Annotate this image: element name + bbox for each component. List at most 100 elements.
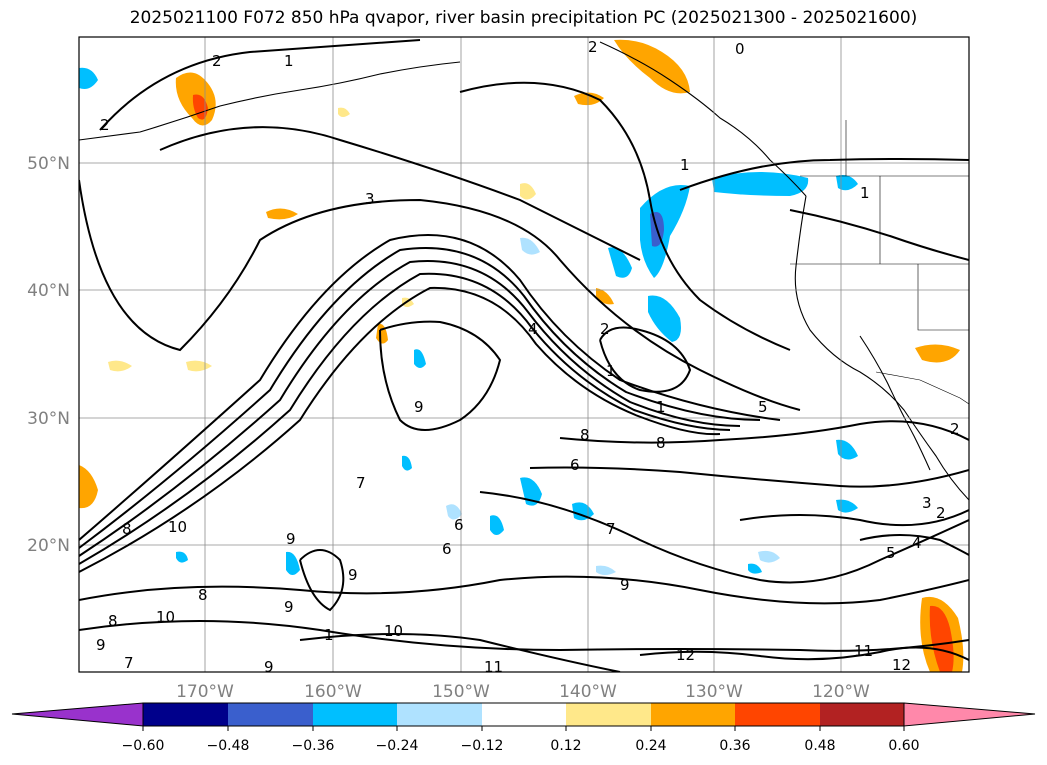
shade-pos xyxy=(192,94,208,120)
colorbar-tick-label: 0.48 xyxy=(804,738,835,754)
contour-label: 8 xyxy=(580,426,590,444)
contour-label: 6 xyxy=(442,540,452,558)
contour-label: 10 xyxy=(168,518,187,536)
colorbar-extend-high xyxy=(903,702,1036,727)
contour-line xyxy=(79,234,781,541)
graticule xyxy=(79,37,969,672)
contour-label: 2 xyxy=(950,420,960,438)
contour-line xyxy=(79,260,741,557)
lat-tick-label: 50°N xyxy=(27,154,70,174)
contour-label: 0 xyxy=(735,40,745,58)
colorbar-tick-label: −0.24 xyxy=(376,738,419,754)
coastline-alaska xyxy=(79,61,461,141)
contour-label: 11 xyxy=(854,642,873,660)
shade-neg xyxy=(176,551,188,563)
lon-tick-label: 170°W xyxy=(176,682,234,702)
colorbar-bin xyxy=(651,703,735,726)
shade-pos xyxy=(79,465,98,509)
contour-label: 2 xyxy=(100,116,110,134)
shade-neg xyxy=(712,172,809,196)
map-frame xyxy=(78,36,970,673)
contour-label: 9 xyxy=(620,576,630,594)
lon-tick-label: 160°W xyxy=(304,682,362,702)
contour-line xyxy=(529,466,969,488)
shade-neg xyxy=(748,563,762,574)
contour-label-group: 0 1 2 2 3 1 1 4 2 1 1 5 8 8 6 9 7 7 6 6 … xyxy=(96,38,960,676)
shade-neg xyxy=(490,515,504,535)
coastline-west xyxy=(794,195,969,501)
colorbar-extend-low xyxy=(11,702,144,727)
lon-tick-labels: 170°W 160°W 150°W 140°W 130°W 120°W xyxy=(176,682,870,702)
colorbar-bin xyxy=(143,703,228,726)
contour-label: 8 xyxy=(122,520,132,538)
lat-tick-label: 40°N xyxy=(27,281,70,301)
contour-label: 6 xyxy=(570,456,580,474)
contour-label: 2 xyxy=(600,320,610,338)
colorbar-bin xyxy=(566,703,651,726)
contour-label: 1 xyxy=(324,626,334,644)
contour-label: 4 xyxy=(528,320,538,338)
shade-pos xyxy=(614,39,690,94)
contour-label: 8 xyxy=(656,434,666,452)
colorbar-tick-label: 0.12 xyxy=(550,738,581,754)
shade-pos xyxy=(376,323,388,344)
contour-label: 6 xyxy=(454,516,464,534)
contour-label: 1 xyxy=(656,398,666,416)
coastlines xyxy=(79,41,969,501)
contour-label: 9 xyxy=(348,566,358,584)
shade-neg xyxy=(836,175,858,191)
shade-pos xyxy=(108,360,132,372)
contour-label: 10 xyxy=(384,622,403,640)
shade-pos xyxy=(596,288,614,305)
contour-line xyxy=(299,633,621,672)
colorbar-tick-label: −0.36 xyxy=(292,738,335,754)
contour-label: 9 xyxy=(264,658,274,676)
shade-pos xyxy=(338,107,350,117)
contour-line xyxy=(299,549,345,612)
coastline-alaska-panhandle xyxy=(599,41,807,197)
lat-tick-label: 20°N xyxy=(27,536,70,556)
colorbar-bin xyxy=(397,703,482,726)
contour-label: 10 xyxy=(156,608,175,626)
shade-neg xyxy=(572,502,594,521)
shade-neg xyxy=(414,349,426,368)
colorbar-tick-label: −0.12 xyxy=(461,738,504,754)
contour-label: 9 xyxy=(284,598,294,616)
coastline-baja xyxy=(859,335,931,471)
shade-neg xyxy=(640,184,690,278)
shade-neg xyxy=(758,550,780,563)
shade-neg xyxy=(520,237,540,255)
shade-neg xyxy=(446,504,462,520)
colorbar-bin xyxy=(735,703,820,726)
contour-line xyxy=(739,509,969,527)
shade-pos xyxy=(186,360,212,372)
contour-label: 12 xyxy=(892,656,911,674)
contour-label: 3 xyxy=(365,190,375,208)
lon-tick-label: 120°W xyxy=(812,682,870,702)
colorbar-bin xyxy=(313,703,397,726)
contour-line xyxy=(79,246,761,549)
shade-pos xyxy=(915,344,960,363)
shade-pos xyxy=(266,208,298,220)
contour-line xyxy=(459,81,791,351)
contour-line xyxy=(79,286,721,573)
lon-tick-label: 140°W xyxy=(559,682,617,702)
border-state xyxy=(917,264,969,331)
lat-tick-labels: 50°N 40°N 30°N 20°N xyxy=(27,154,70,556)
contour-label: 7 xyxy=(356,474,366,492)
contour-label: 1 xyxy=(860,184,870,202)
contour-label: 2 xyxy=(588,38,598,56)
colorbar-bin xyxy=(228,703,313,726)
border-us-mexico xyxy=(875,371,969,405)
contour-label: 4 xyxy=(912,534,922,552)
colorbar-bin xyxy=(820,703,904,726)
colorbar-tick-label: 0.60 xyxy=(888,738,919,754)
contour-label: 8 xyxy=(108,612,118,630)
contour-line xyxy=(789,209,969,261)
contour-label: 7 xyxy=(606,520,616,538)
contour-label: 2 xyxy=(212,52,222,70)
lon-tick-label: 150°W xyxy=(432,682,490,702)
precip-shading xyxy=(79,39,964,672)
shade-pos xyxy=(574,92,604,106)
colorbar-tick-label: 0.24 xyxy=(635,738,666,754)
